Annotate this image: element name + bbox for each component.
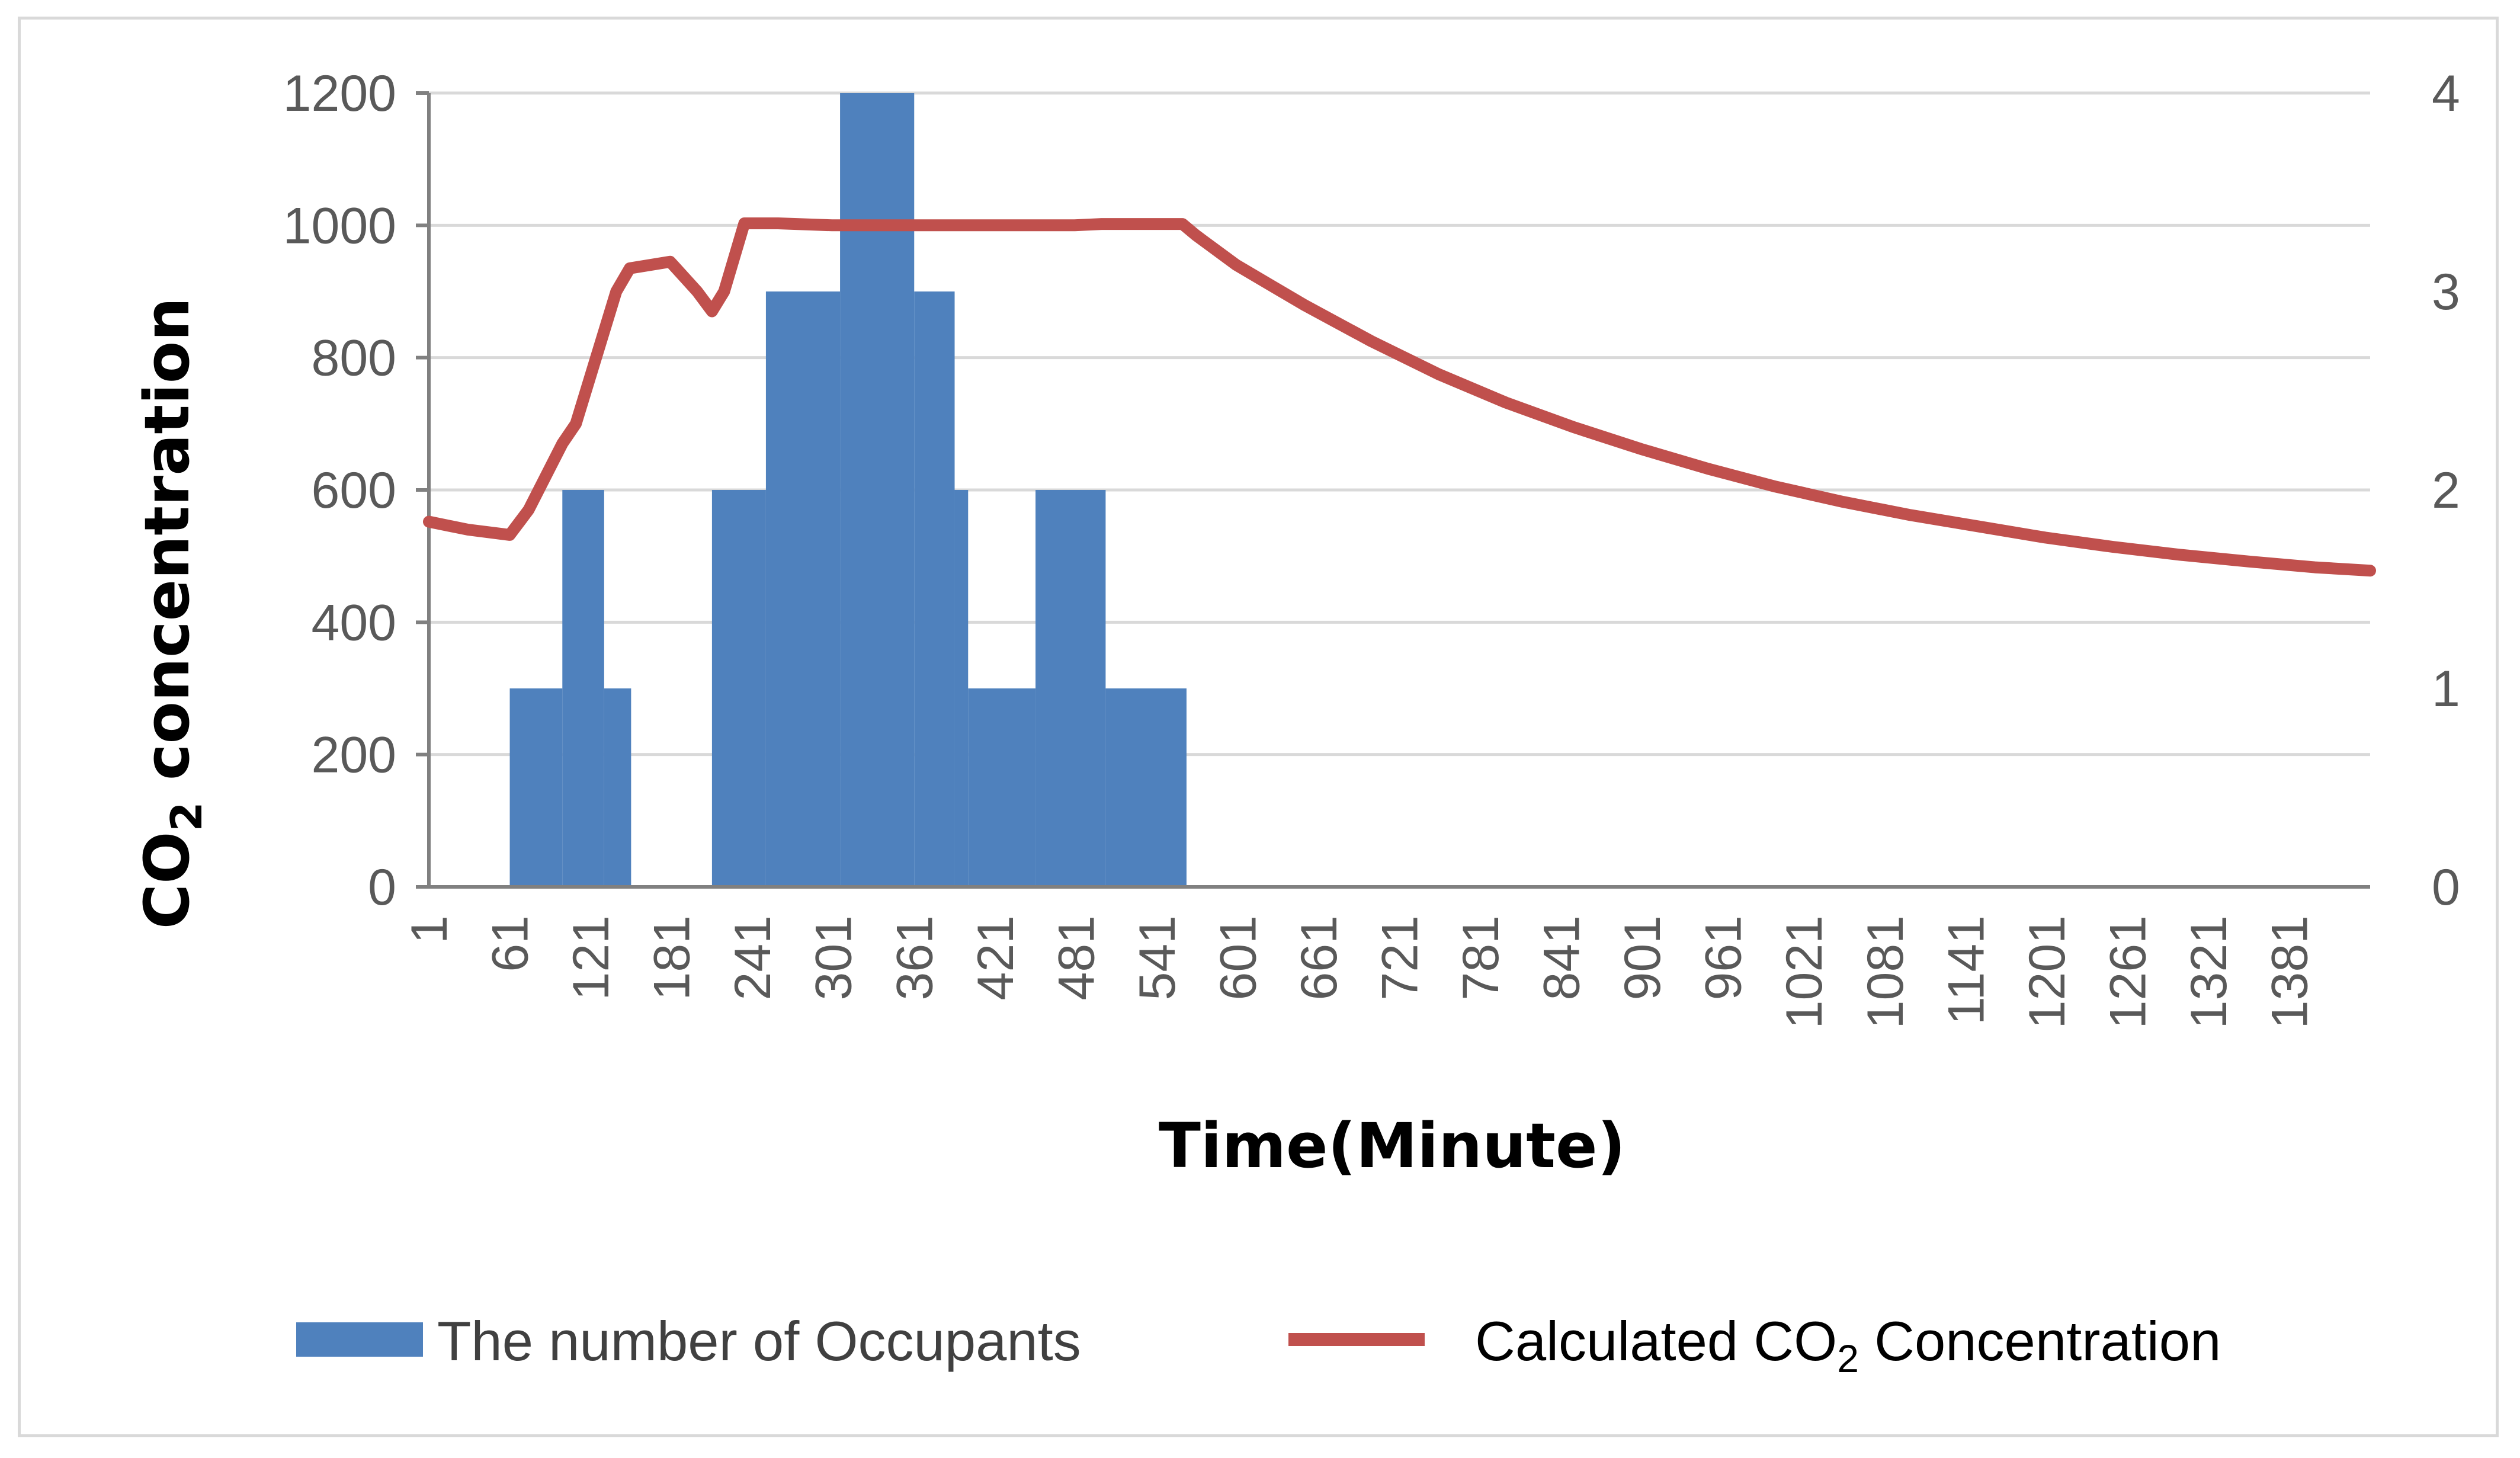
left-axis-tick-labels: 0 200 400 600 800 1000 1200: [283, 65, 396, 916]
y-axis-title: CO2 concentration: [131, 297, 211, 929]
left-tick-label-200: 200: [312, 727, 397, 784]
x-tick-label-781: 781: [1453, 915, 1509, 1001]
x-tick-label-1081: 1081: [1857, 915, 1914, 1028]
right-axis-tick-labels: 0 1 2 3 4: [2432, 65, 2460, 916]
occupants-bar-2: [562, 490, 604, 887]
occupants-bar-3: [604, 688, 631, 887]
occupants-bar-10: [1035, 490, 1106, 887]
right-tick-label-0: 0: [2432, 859, 2460, 916]
x-tick-label-121: 121: [563, 915, 620, 1001]
left-tick-label-600: 600: [312, 462, 397, 519]
occupants-bar-8: [954, 490, 969, 887]
right-tick-label-1: 1: [2432, 661, 2460, 717]
x-tick-label-61: 61: [482, 915, 539, 972]
x-axis-tick-labels: 1 61 121 181 241 301 361 421 481 541 601 661 721 781 8…: [401, 915, 2319, 1028]
x-tick-label-1261: 1261: [2099, 915, 2156, 1028]
left-tick-label-800: 800: [312, 330, 397, 387]
x-tick-label-481: 481: [1048, 915, 1105, 1001]
x-tick-label-601: 601: [1210, 915, 1267, 1001]
occupants-bar-5: [765, 291, 841, 887]
occupants-bar-6: [840, 93, 915, 887]
chart-frame: [18, 17, 2499, 1437]
left-tick-label-400: 400: [312, 594, 397, 651]
occupants-bar-1: [509, 688, 563, 887]
axes: [416, 91, 2370, 889]
right-tick-label-2: 2: [2432, 462, 2460, 519]
co2-concentration-line: [423, 217, 2376, 577]
x-tick-label-1381: 1381: [2262, 915, 2319, 1028]
co2-line-layer: [423, 217, 2376, 577]
x-tick-label-1321: 1321: [2181, 915, 2237, 1028]
legend-label-occupants: The number of Occupants: [437, 1310, 1081, 1372]
left-tick-label-0: 0: [368, 859, 396, 916]
x-tick-label-1201: 1201: [2019, 915, 2076, 1028]
legend: The number of Occupants Calculated CO2 C…: [296, 1310, 2221, 1380]
x-tick-label-841: 841: [1534, 915, 1591, 1001]
x-tick-label-721: 721: [1372, 915, 1429, 1001]
x-tick-label-661: 661: [1291, 915, 1348, 1001]
x-tick-label-961: 961: [1695, 915, 1752, 1001]
x-tick-label-1021: 1021: [1776, 915, 1833, 1028]
occupants-bar-4: [711, 490, 766, 887]
legend-label-co2: Calculated CO2 Concentration: [1475, 1310, 2221, 1380]
x-tick-label-1: 1: [401, 915, 458, 944]
x-tick-label-301: 301: [806, 915, 863, 1001]
x-tick-label-241: 241: [724, 915, 781, 1001]
x-tick-label-361: 361: [886, 915, 943, 1001]
x-axis-title: Time(Minute): [1159, 1110, 1626, 1182]
x-tick-label-901: 901: [1614, 915, 1671, 1001]
left-tick-label-1200: 1200: [283, 65, 396, 122]
legend-swatch-occupants: [296, 1322, 423, 1357]
right-tick-label-3: 3: [2432, 264, 2460, 321]
right-tick-label-4: 4: [2432, 65, 2460, 122]
left-tick-label-1000: 1000: [283, 197, 396, 254]
occupants-bar-11: [1105, 688, 1187, 887]
occupants-bars: [509, 93, 1187, 887]
x-tick-label-421: 421: [967, 915, 1024, 1001]
x-tick-label-1141: 1141: [1938, 915, 1995, 1025]
x-tick-label-541: 541: [1129, 915, 1186, 1001]
occupants-bar-7: [914, 291, 955, 887]
occupants-bar-9: [968, 688, 1036, 887]
x-tick-label-181: 181: [644, 915, 701, 1001]
